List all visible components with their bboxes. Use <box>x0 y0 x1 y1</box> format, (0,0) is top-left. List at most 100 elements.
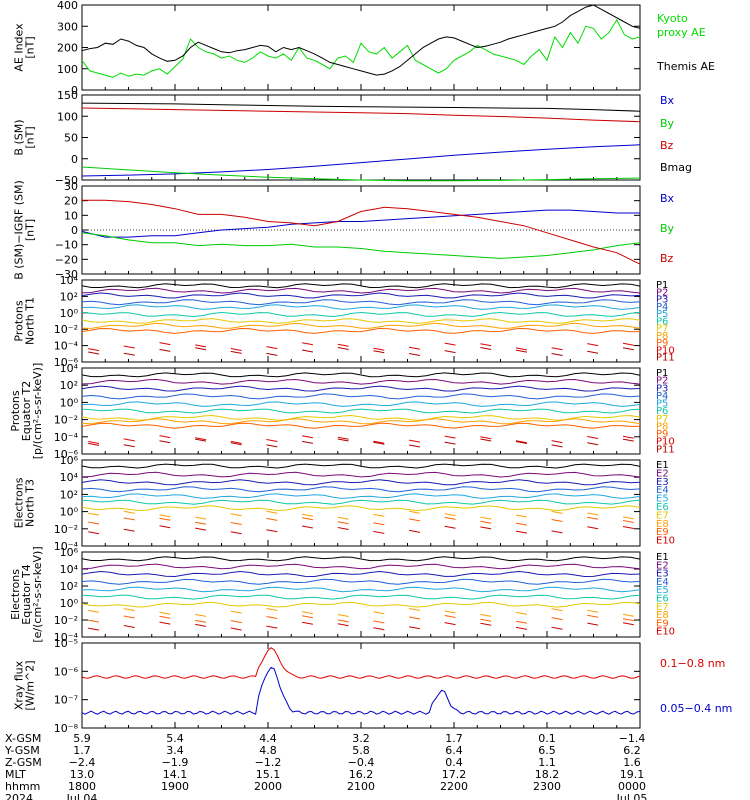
y-tick-label: 100 <box>57 63 78 76</box>
table-cell: −0.4 <box>348 756 375 769</box>
table-cell: 0000 <box>618 780 646 793</box>
channel-E10 <box>88 525 634 535</box>
channel-P7 <box>81 414 641 421</box>
legend-item: P7 <box>656 414 668 425</box>
legend-item: P5 <box>656 309 668 320</box>
legend-item: By <box>660 117 675 130</box>
channel-E1 <box>81 556 641 562</box>
legend-item: P8 <box>656 421 668 432</box>
legend-themis-ae: Themis AE <box>656 60 715 73</box>
row-label: 2024 <box>5 792 33 800</box>
legend-item: P10 <box>656 345 675 356</box>
legend-item: P7 <box>656 324 668 335</box>
legend-item: P6 <box>656 406 668 417</box>
y-axis-label: Xray flux <box>13 660 26 710</box>
channel-P10 <box>88 435 634 444</box>
table-cell: 14.1 <box>163 768 188 781</box>
series-bx <box>81 209 640 238</box>
y-tick-label: 10² <box>60 290 78 303</box>
y-tick-label: 10⁰ <box>60 597 79 610</box>
series-bx <box>81 144 641 177</box>
y-tick-label: 30 <box>64 180 78 193</box>
channel-P6 <box>81 408 641 414</box>
channel-P7 <box>81 318 641 324</box>
legend-item: E3 <box>656 477 669 488</box>
channel-P3 <box>81 292 641 299</box>
table-cell: 19.1 <box>620 768 645 781</box>
channel-E2 <box>81 471 641 478</box>
table-cell: 15.1 <box>256 768 281 781</box>
table-cell: 1.1 <box>538 756 556 769</box>
table-cell: 3.4 <box>166 744 184 757</box>
y-axis-label: B (SM)−IGRF (SM) <box>13 180 26 280</box>
table-cell: 2200 <box>440 780 468 793</box>
channel-P9 <box>81 422 641 429</box>
table-cell: 2300 <box>533 780 561 793</box>
channel-P11 <box>88 347 634 356</box>
channel-E7 <box>81 601 641 608</box>
table-cell: 1900 <box>161 780 189 793</box>
table-cell: 18.2 <box>535 768 560 781</box>
legend-item: E8 <box>656 519 669 530</box>
y-tick-label: 0 <box>71 84 78 97</box>
legend-item: E4 <box>656 485 669 496</box>
legend-item: E9 <box>656 527 669 538</box>
y-tick-label: 10² <box>60 379 78 392</box>
y-tick-label: −20 <box>55 253 78 266</box>
legend-item: E9 <box>656 618 669 629</box>
y-tick-label: 10⁻⁴ <box>54 340 79 353</box>
y-tick-label: 200 <box>57 42 78 55</box>
table-cell: 0.1 <box>538 732 556 745</box>
y-axis-label: [nT] <box>24 126 37 148</box>
channel-P4 <box>81 393 641 400</box>
legend-item: P4 <box>656 302 668 313</box>
row-label: Z-GSM <box>5 756 42 769</box>
legend-xray-long: 0.1−0.8 nm <box>660 657 725 670</box>
y-tick-label: 10⁻⁶ <box>54 356 79 369</box>
legend-item: P1 <box>656 280 668 291</box>
channel-P1 <box>81 372 641 378</box>
legend-item: Bz <box>660 139 674 152</box>
channel-E7 <box>81 505 641 512</box>
row-label: MLT <box>5 768 26 781</box>
table-cell: 3.2 <box>352 732 370 745</box>
legend-proxy-ae: proxy AE <box>657 26 706 39</box>
legend-item: P5 <box>656 399 668 410</box>
y-tick-label: 0 <box>71 153 78 166</box>
panel-frame <box>81 94 641 181</box>
table-cell: 1.7 <box>445 732 463 745</box>
table-cell: 2100 <box>347 780 375 793</box>
y-tick-label: 10⁰ <box>60 307 79 320</box>
series-by <box>81 232 641 259</box>
y-axis-label: AE Index <box>13 23 26 72</box>
legend-kyoto: Kyoto <box>657 12 688 25</box>
legend-item: E7 <box>656 602 669 613</box>
channel-E9 <box>88 516 634 526</box>
y-tick-label: 10⁻⁴ <box>54 540 79 553</box>
legend-item: P9 <box>656 338 668 349</box>
legend-item: P3 <box>656 295 668 306</box>
channel-E1 <box>81 463 641 469</box>
y-tick-label: 10⁶ <box>60 546 79 559</box>
y-axis-label: Electrons <box>13 477 26 528</box>
channel-E4 <box>81 486 641 493</box>
row-label: X-GSM <box>5 732 41 745</box>
channel-P1 <box>81 283 641 289</box>
y-tick-label: 10⁻⁶ <box>54 665 79 678</box>
channel-P5 <box>81 304 641 310</box>
y-tick-label: 10 <box>64 209 78 222</box>
table-cell: 1.7 <box>73 744 91 757</box>
legend-item: E2 <box>656 560 669 571</box>
channel-E5 <box>81 493 641 499</box>
channel-E6 <box>81 594 641 600</box>
y-tick-label: 10⁻⁴ <box>54 631 79 644</box>
y-axis-label: [p/(cm²-s-sr-keV)] <box>31 363 44 460</box>
legend-item: Bx <box>660 192 675 205</box>
y-tick-label: 10⁻² <box>54 614 78 627</box>
y-tick-label: 300 <box>57 20 78 33</box>
y-tick-label: 10⁻² <box>54 323 78 336</box>
table-cell: 6.5 <box>538 744 556 757</box>
